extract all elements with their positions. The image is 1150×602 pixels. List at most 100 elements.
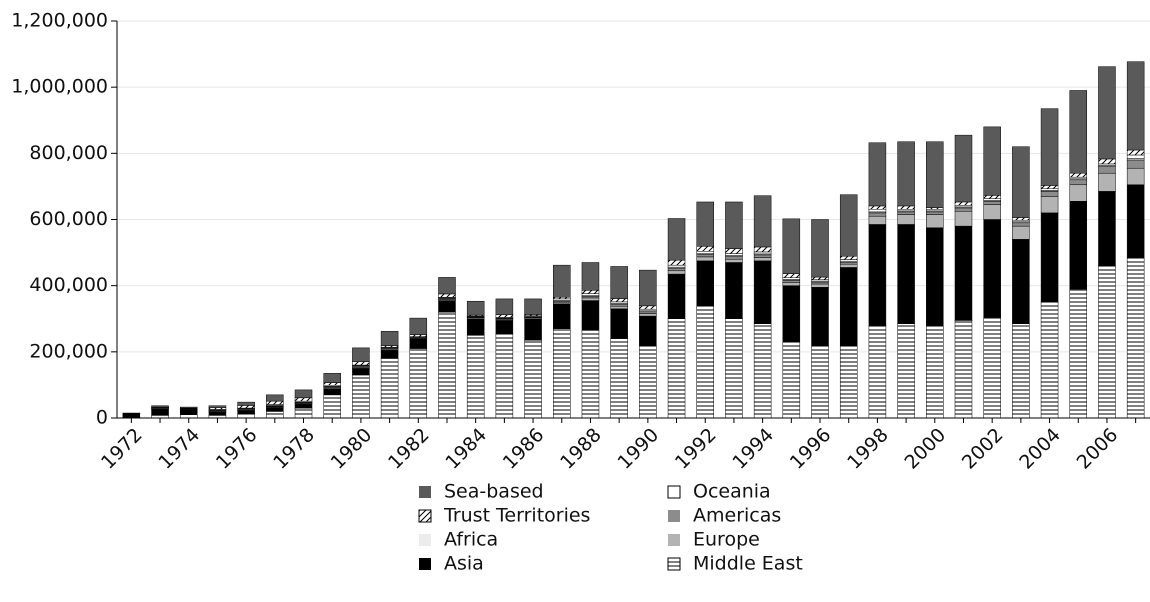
bar-segment [466,318,485,336]
x-tick-label: 2006 [1073,424,1123,474]
bar-segment [868,142,887,207]
bar-segment [266,400,284,405]
bar-segment [954,201,973,206]
bar-segment [811,344,829,419]
bar-segment [352,361,370,366]
x-tick-label: 1986 [499,424,549,474]
bar-segment [839,194,858,257]
bar-segment [782,285,801,343]
x-tick-label: 2000 [900,424,950,474]
bar-segment [725,262,743,319]
x-tick-label: 1972 [97,424,147,474]
y-tick-label: 400,000 [29,274,108,296]
bar-segment [696,251,714,254]
bar-segment [179,409,198,415]
bar-segment [1098,265,1116,419]
bar-segment [897,224,915,324]
bar-segment [122,413,141,418]
bar-segment [294,397,313,402]
bar-segment [983,126,1001,196]
bar-segment [696,256,714,262]
x-tick-label: 1998 [843,424,893,474]
bar-segment [926,211,944,215]
legend-label: Oceania [693,481,771,503]
bar-segment [839,255,858,260]
bar-segment [868,205,887,210]
bar-segment [352,347,370,363]
bar-segment [1012,222,1030,227]
bar-segment [725,248,743,254]
bar-segment [495,333,514,419]
bar-segment [1098,166,1116,174]
bar-segment [179,406,198,409]
bar-segment [696,305,714,419]
y-tick-label: 600,000 [29,208,108,230]
bar-segment [323,394,341,419]
bar-segment [667,318,686,419]
bar-segment [1069,172,1088,178]
y-tick-label: 0 [96,407,108,429]
bar-segment [610,338,628,419]
bar-segment [954,210,973,227]
bar-segment [237,401,255,406]
x-tick-label: 1984 [441,424,491,474]
bar-segment [409,339,428,349]
bar-segment [725,256,743,260]
y-tick-label: 1,000,000 [11,76,108,98]
bar-segment [466,300,485,316]
legend-label: Middle East [693,553,803,575]
legend-label: Africa [444,529,498,551]
bar-segment [753,195,772,248]
bar-segment [553,328,571,419]
bar-segment [524,298,542,315]
bar-segment [926,325,944,419]
bar-segment [725,253,743,256]
y-tick-label: 1,200,000 [11,10,108,32]
bar-segment [409,317,428,335]
bar-segment [266,394,284,402]
bar-segment [897,205,915,210]
bar-segment [524,318,542,341]
x-tick-label: 1994 [728,424,778,474]
bar-segment [753,251,772,255]
x-tick-label: 1976 [212,424,262,474]
bar-segment [811,283,829,288]
bar-segment [954,207,973,212]
bar-segment [954,134,973,203]
bar-segment [438,300,456,313]
legend-swatch [667,557,681,571]
bar-segment [839,263,858,268]
bar-segment [725,258,743,263]
bar-segment [1040,185,1059,189]
bar-segment [983,195,1001,199]
bar-segment [897,323,915,419]
bar-segment [1069,90,1088,174]
bar-segment [839,267,858,346]
bar-segment [639,345,657,419]
legend-label: Trust Territories [443,505,590,527]
bar-segment [753,260,772,324]
bar-segment [380,349,399,359]
bar-segment [811,276,829,280]
bar-segment [610,305,628,310]
bar-segment [983,204,1001,220]
legend-label: Sea-based [444,481,544,503]
bar-segment [753,257,772,262]
bar-segment [151,409,169,416]
bar-segment [1040,301,1059,419]
bar-segment [409,334,428,337]
bar-segment [1069,201,1088,290]
bar-segment [323,388,341,396]
bar-segment [667,270,686,275]
bar-segment [696,260,714,306]
bar-segment [1126,61,1145,151]
bar-segment [725,318,743,419]
bar-segment [725,201,743,249]
bar-segment [753,246,772,253]
bar-segment [323,373,341,383]
bar-segment [1040,212,1059,303]
bar-segment [1126,167,1145,186]
bar-segment [581,300,600,331]
legend-swatch [419,534,431,546]
